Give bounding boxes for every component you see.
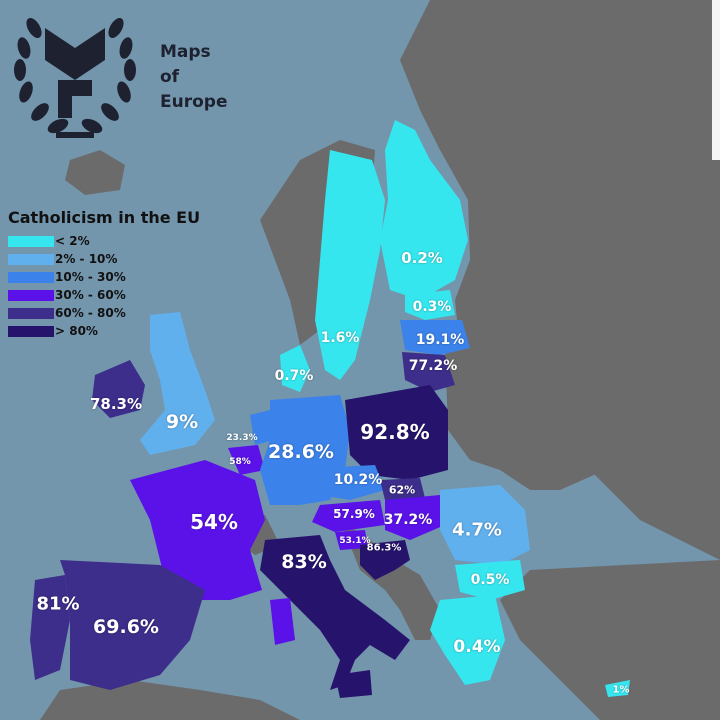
label-czech: 10.2% <box>333 472 383 488</box>
label-france: 54% <box>190 510 238 534</box>
window-edge <box>712 0 720 160</box>
country-spain <box>60 560 205 690</box>
label-lithuania: 77.2% <box>408 358 458 374</box>
country-belgium <box>228 445 265 475</box>
logo-text: Maps of Europe <box>160 40 227 115</box>
legend-swatch <box>8 271 54 283</box>
legend-item: 60% - 80% <box>8 305 200 321</box>
label-uk: 9% <box>165 411 199 433</box>
label-greece: 0.4% <box>453 637 501 657</box>
label-italy: 83% <box>281 551 327 573</box>
country-sardinia <box>270 598 295 645</box>
label-belgium: 58% <box>229 457 251 467</box>
label-cyprus: 1% <box>612 684 630 696</box>
logo-line-1: Maps <box>160 42 211 62</box>
country-slovakia <box>380 478 425 500</box>
country-croatia <box>360 540 410 580</box>
label-denmark: 0.7% <box>274 368 314 384</box>
logo-line-2: of <box>160 67 180 87</box>
label-austria: 57.9% <box>333 507 375 521</box>
label-hungary: 37.2% <box>383 512 433 528</box>
legend-item: 30% - 60% <box>8 287 200 303</box>
country-lithuania <box>402 352 455 392</box>
country-portugal <box>30 575 70 680</box>
country-cyprus <box>605 680 630 697</box>
legend-label: < 2% <box>55 234 90 248</box>
country-hungary <box>385 495 445 540</box>
country-czech <box>318 465 385 500</box>
country-denmark <box>280 345 310 392</box>
legend-swatch <box>8 307 54 319</box>
legend-item: > 80% <box>8 323 200 339</box>
country-sicily <box>335 670 372 698</box>
logo-emblem <box>14 18 136 138</box>
country-italy <box>260 535 410 690</box>
country-poland <box>345 385 448 480</box>
label-croatia: 86.3% <box>366 542 402 554</box>
label-netherlands: 23.3% <box>226 433 258 443</box>
legend-swatch <box>8 289 54 301</box>
legend-title: Catholicism in the EU <box>8 208 201 227</box>
legend-label: 10% - 30% <box>55 270 126 284</box>
label-spain: 69.6% <box>93 616 159 638</box>
legend-swatch <box>8 235 54 247</box>
label-romania: 4.7% <box>452 519 502 541</box>
legend-item: 10% - 30% <box>8 269 200 285</box>
country-finland <box>380 120 468 300</box>
country-romania <box>440 485 530 565</box>
label-germany: 28.6% <box>268 441 334 463</box>
country-uk <box>140 312 215 455</box>
iceland <box>65 150 125 195</box>
legend-swatch <box>8 253 54 265</box>
legend: Catholicism in the EU < 2% 2% - 10% 10% … <box>8 208 200 341</box>
belarus-ukraine <box>445 340 605 490</box>
label-slovenia: 53.1% <box>339 536 371 546</box>
north-africa <box>40 680 300 720</box>
legend-item: < 2% <box>8 233 200 249</box>
label-latvia: 19.1% <box>415 332 465 348</box>
logo-line-3: Europe <box>160 92 228 112</box>
country-france <box>130 460 265 600</box>
country-greece <box>430 595 505 685</box>
russia-region <box>400 0 720 560</box>
label-ireland: 78.3% <box>89 395 143 413</box>
legend-swatch <box>8 325 54 337</box>
laurel-wreath-icon <box>14 18 136 138</box>
country-netherlands <box>250 410 275 445</box>
label-sweden: 1.6% <box>320 330 360 346</box>
label-portugal: 81% <box>36 593 80 615</box>
country-estonia <box>405 290 455 320</box>
eu-countries <box>30 120 630 698</box>
legend-item: 2% - 10% <box>8 251 200 267</box>
label-bulgaria: 0.5% <box>470 572 510 588</box>
letter-m-logo-icon <box>45 28 105 118</box>
legend-label: 2% - 10% <box>55 252 118 266</box>
turkey-region <box>500 560 720 720</box>
country-ireland <box>92 360 145 418</box>
label-estonia: 0.3% <box>412 299 452 315</box>
country-latvia <box>400 320 470 355</box>
legend-label: 30% - 60% <box>55 288 126 302</box>
country-austria <box>312 500 385 532</box>
legend-label: > 80% <box>55 324 98 338</box>
country-bulgaria <box>455 560 525 600</box>
label-slovakia: 62% <box>388 483 416 497</box>
label-poland: 92.8% <box>360 420 430 444</box>
country-sweden <box>315 150 385 380</box>
legend-label: 60% - 80% <box>55 306 126 320</box>
label-finland: 0.2% <box>401 249 443 267</box>
country-slovenia <box>335 530 368 550</box>
